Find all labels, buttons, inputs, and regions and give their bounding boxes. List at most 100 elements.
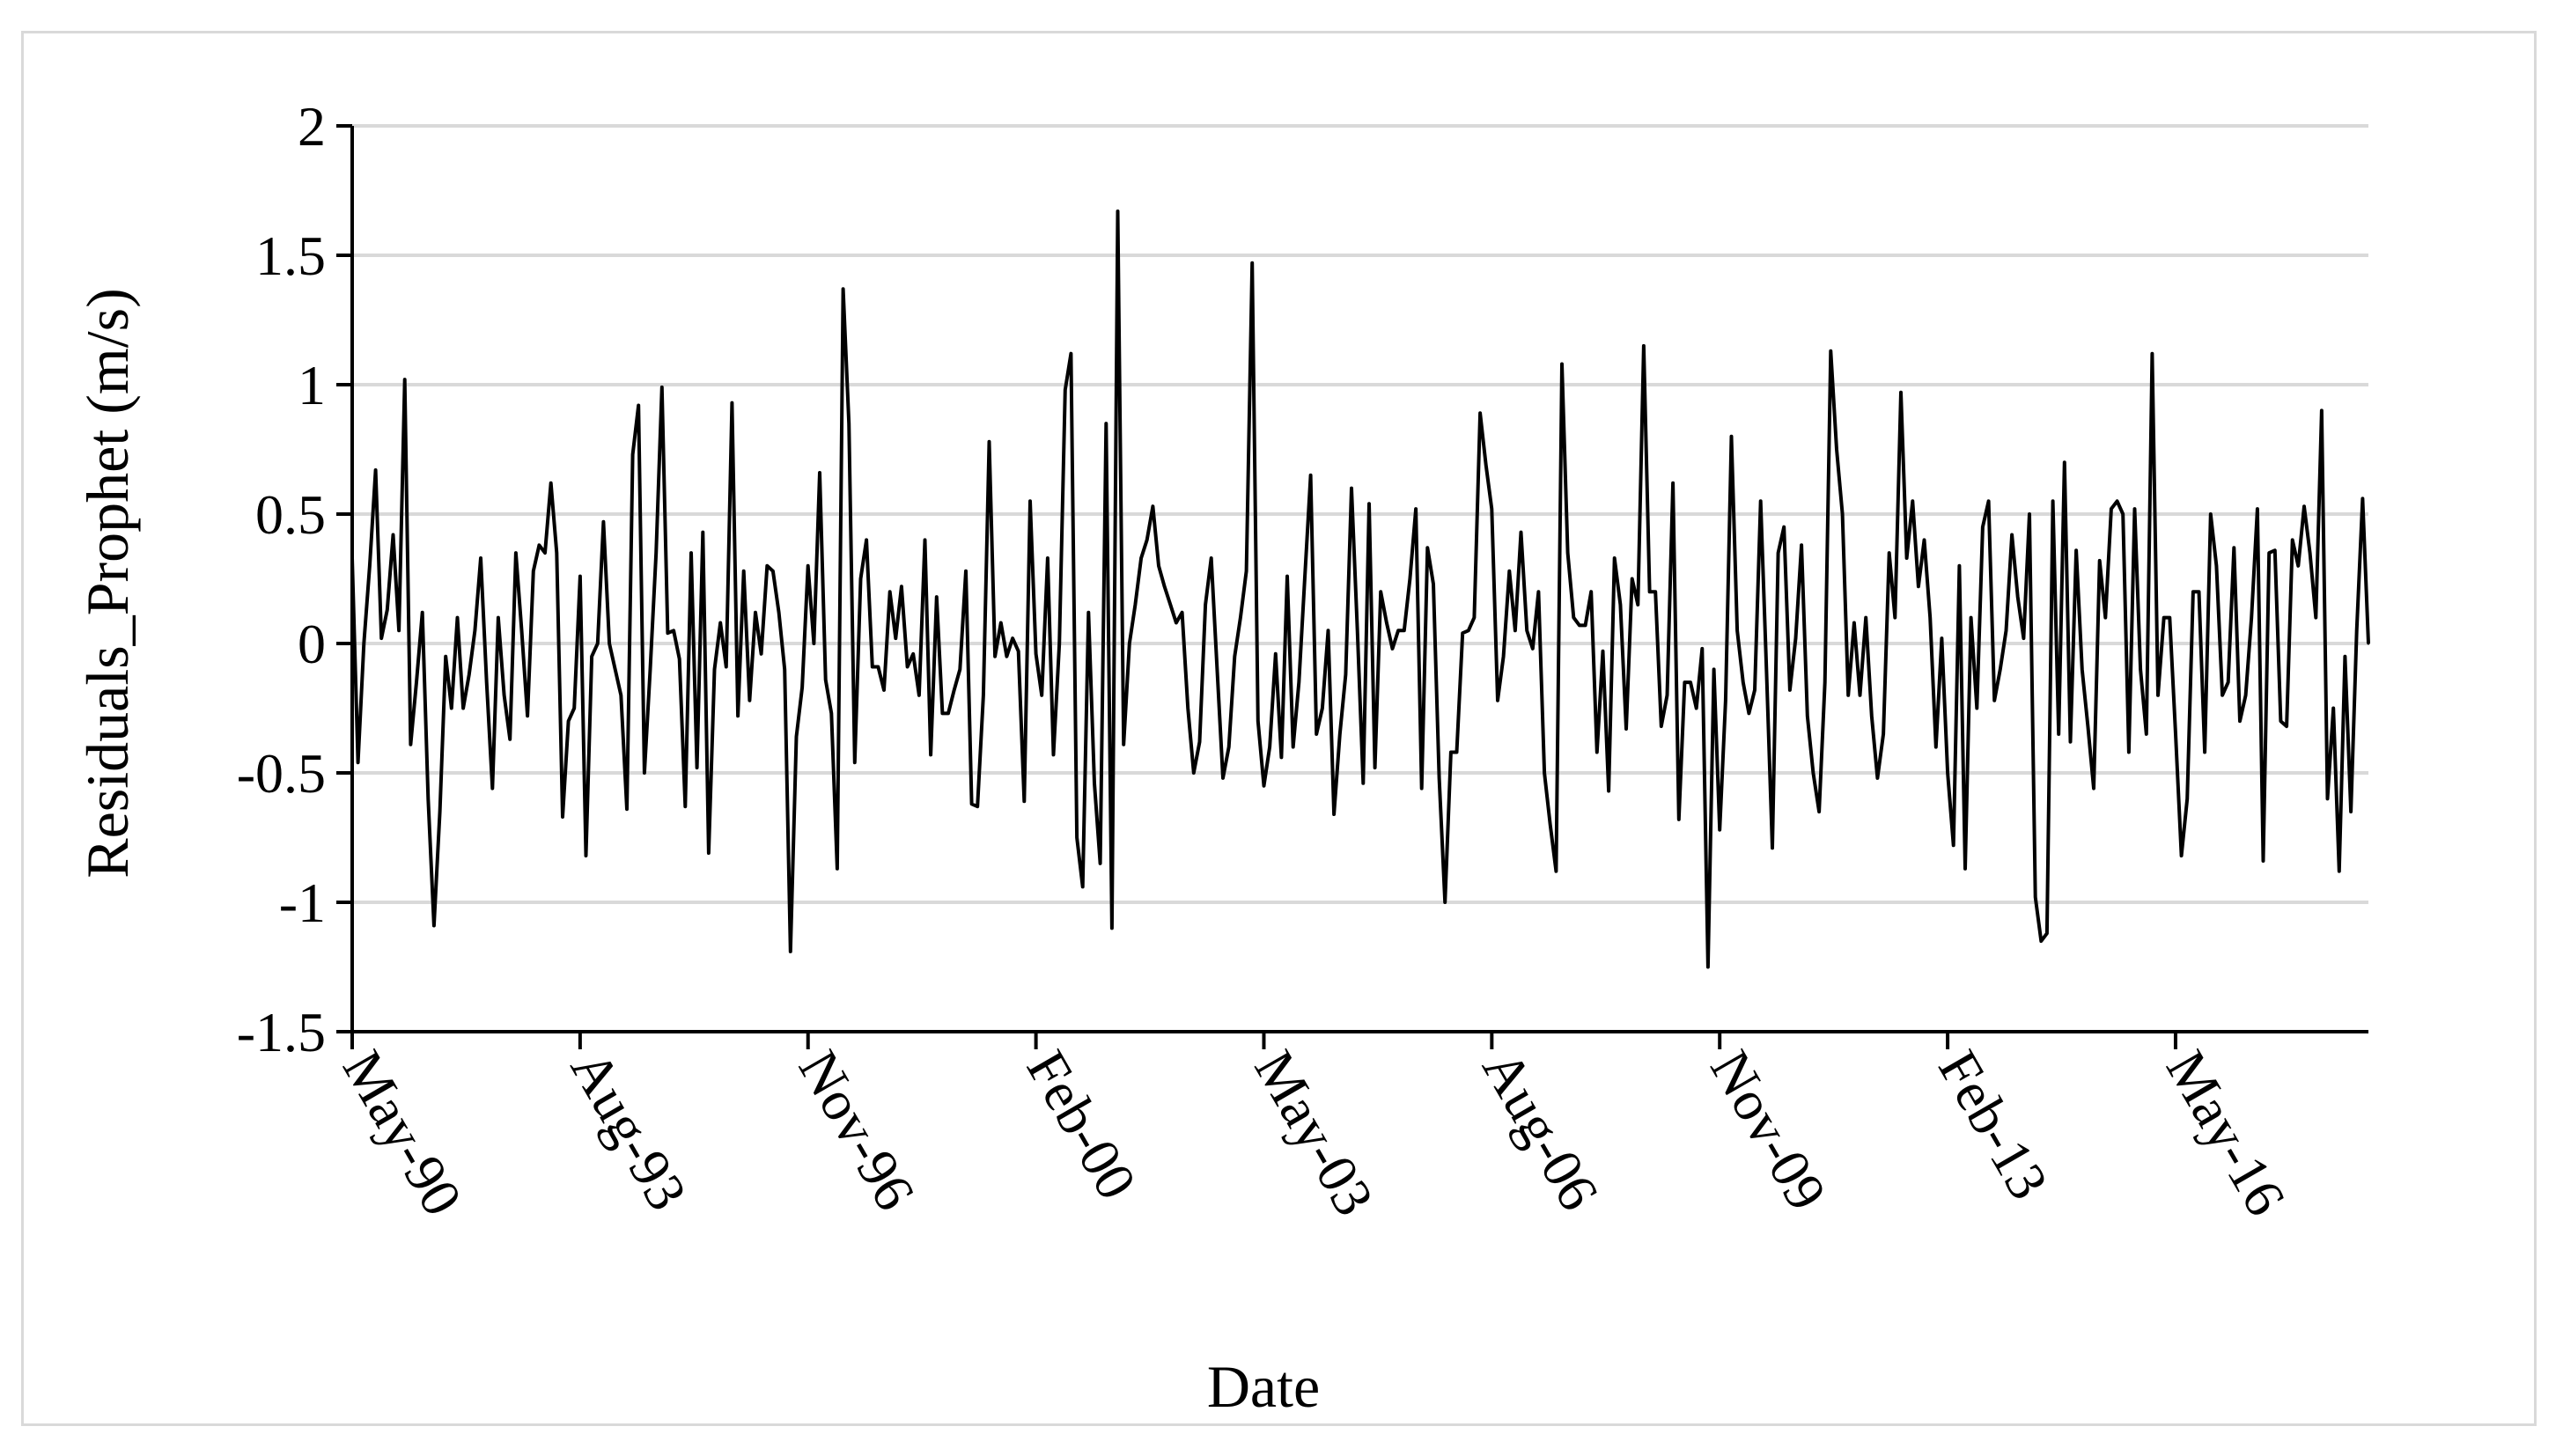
data-point — [490, 787, 494, 791]
data-point — [1309, 474, 1313, 477]
data-point — [2209, 512, 2213, 516]
data-point — [403, 378, 407, 381]
data-point — [1841, 512, 1845, 516]
data-point — [1607, 790, 1610, 793]
data-point — [718, 621, 722, 624]
y-axis-title: Residuals_Prophet (m/s) — [74, 288, 141, 879]
data-point — [608, 642, 611, 645]
y-tick-label: -1.5 — [237, 1001, 326, 1063]
data-point — [2116, 499, 2119, 503]
data-point — [1631, 577, 1634, 580]
data-point — [806, 564, 810, 568]
data-point — [561, 815, 564, 819]
data-point — [1315, 732, 1318, 736]
data-point — [1870, 714, 1874, 717]
data-point — [1940, 636, 1943, 640]
data-point — [1064, 388, 1067, 392]
data-point — [421, 611, 424, 614]
data-point — [2092, 787, 2095, 791]
data-point — [1233, 655, 1236, 658]
data-point — [1110, 926, 1114, 930]
x-tick-label: Feb-13 — [1926, 1041, 2060, 1210]
data-point — [858, 577, 862, 580]
data-point — [2326, 797, 2330, 800]
data-point — [1425, 546, 1429, 549]
data-point — [362, 642, 365, 645]
data-point — [537, 543, 541, 547]
data-point — [1987, 499, 1991, 503]
data-point — [696, 766, 699, 769]
data-point — [2150, 352, 2154, 356]
data-point — [935, 595, 939, 599]
data-point — [2232, 546, 2235, 549]
data-point — [357, 761, 360, 764]
data-point — [1292, 746, 1295, 749]
x-tick-label: Nov-96 — [787, 1041, 927, 1221]
data-point — [1706, 966, 1710, 968]
data-point — [1385, 621, 1388, 624]
data-point — [765, 564, 769, 568]
y-tick-label: 1 — [298, 354, 326, 416]
data-point — [578, 575, 582, 578]
data-point — [1239, 616, 1242, 620]
data-point — [1391, 647, 1395, 651]
data-point — [1970, 616, 1973, 620]
data-point — [894, 636, 897, 640]
data-point — [2285, 724, 2288, 728]
data-point — [2086, 724, 2089, 728]
data-point — [1221, 776, 1225, 780]
data-point — [982, 694, 985, 697]
data-point — [2180, 854, 2184, 857]
data-point — [450, 707, 453, 710]
data-point — [789, 950, 792, 953]
data-point — [2057, 732, 2060, 736]
data-point — [2302, 504, 2306, 508]
data-point — [1554, 870, 1558, 873]
data-point — [1367, 502, 1371, 505]
data-point — [2022, 636, 2025, 640]
data-point — [678, 658, 681, 661]
data-point — [701, 531, 704, 534]
data-point — [1420, 787, 1424, 791]
data-point — [1338, 732, 1342, 736]
x-tick-label: Aug-93 — [559, 1041, 699, 1221]
y-tick-label: -0.5 — [237, 742, 326, 805]
data-point — [2098, 559, 2102, 563]
data-point — [455, 616, 459, 620]
data-point — [2238, 719, 2242, 723]
data-point — [2267, 551, 2271, 555]
data-point — [730, 401, 733, 405]
data-point — [1297, 680, 1300, 684]
data-point — [1285, 575, 1289, 578]
data-point — [1560, 362, 1564, 365]
data-point — [847, 422, 851, 425]
data-point — [614, 667, 617, 671]
data-point — [1151, 504, 1154, 508]
data-point — [1794, 636, 1798, 640]
data-point — [468, 673, 471, 676]
data-point — [567, 719, 571, 723]
data-point — [532, 570, 535, 573]
data-point — [760, 652, 763, 656]
data-point — [871, 665, 874, 668]
data-point — [1303, 577, 1307, 580]
data-point — [543, 551, 547, 555]
data-point — [461, 707, 465, 710]
data-point — [379, 636, 383, 640]
data-point — [1665, 694, 1668, 697]
data-point — [1332, 813, 1336, 816]
data-point — [2367, 642, 2370, 645]
data-point — [1168, 603, 1172, 607]
data-point — [1133, 603, 1137, 607]
data-point — [1081, 885, 1085, 888]
data-point — [771, 570, 775, 573]
data-point — [713, 667, 717, 671]
data-point — [742, 570, 746, 573]
data-point — [1852, 621, 1856, 624]
data-point — [1268, 746, 1271, 749]
data-point — [1443, 901, 1447, 904]
data-point — [1566, 551, 1570, 555]
data-point — [1408, 577, 1411, 580]
data-point — [1712, 667, 1716, 671]
data-point — [1414, 507, 1418, 511]
